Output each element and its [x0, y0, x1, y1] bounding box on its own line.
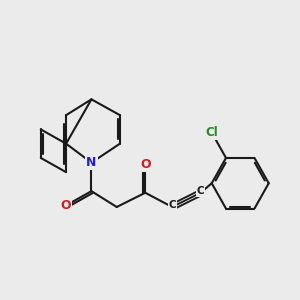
Text: Cl: Cl	[206, 126, 218, 139]
Text: O: O	[140, 158, 151, 171]
Text: C: C	[168, 200, 176, 210]
Text: N: N	[86, 156, 97, 169]
Text: O: O	[61, 199, 71, 212]
Text: C: C	[197, 186, 205, 196]
